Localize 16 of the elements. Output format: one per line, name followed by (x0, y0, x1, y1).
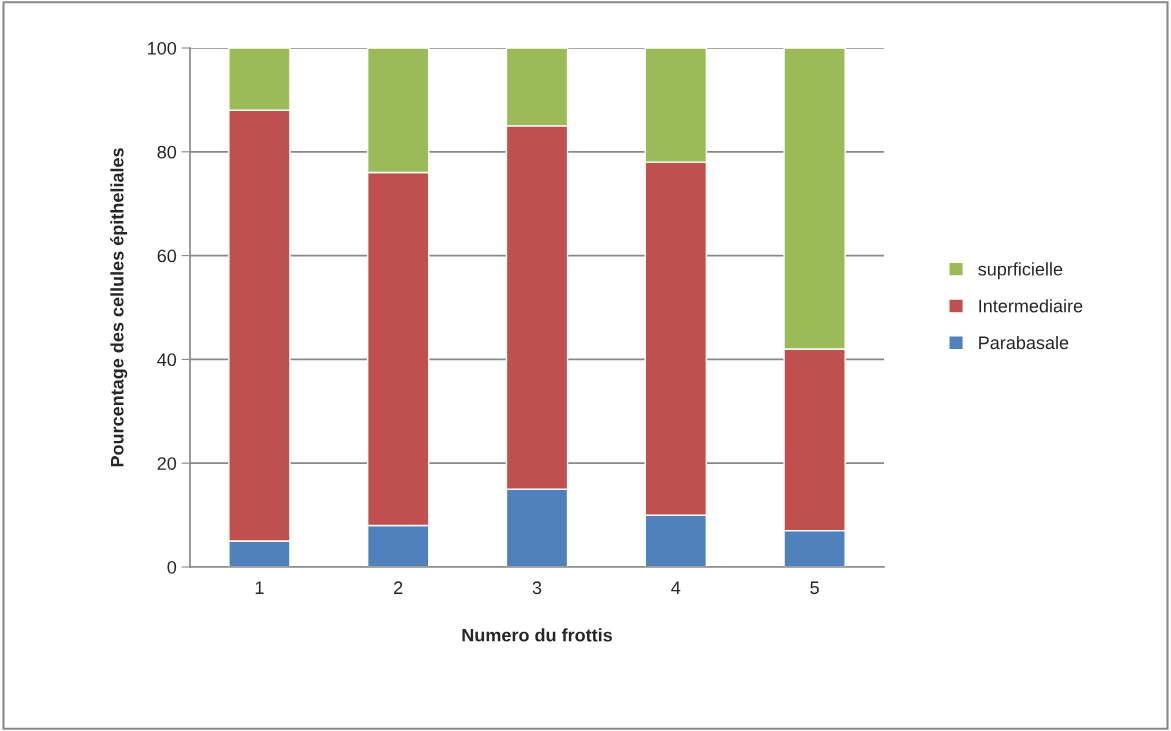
x-tick-label: 3 (532, 581, 542, 595)
y-tick-label: 80 (157, 145, 177, 159)
y-tick-label: 100 (148, 41, 177, 55)
y-tick-label: 0 (167, 560, 177, 574)
y-tick-label: 60 (157, 249, 177, 263)
x-axis-title: Numero du frottis (462, 628, 612, 642)
y-tick-label: 20 (157, 457, 177, 470)
x-tick-label: 5 (810, 581, 819, 595)
legend-label: Parabasale (979, 335, 1069, 350)
x-tick-label: 4 (671, 581, 681, 594)
x-tick-label: 2 (394, 581, 403, 594)
legend-label: Intermediaire (979, 299, 1083, 313)
y-tick-label: 40 (157, 353, 177, 367)
y-axis-title: Pourcentage des cellules épitheliales (110, 148, 128, 467)
x-tick-label: 1 (255, 581, 264, 594)
legend-label: suprficielle (978, 262, 1063, 280)
